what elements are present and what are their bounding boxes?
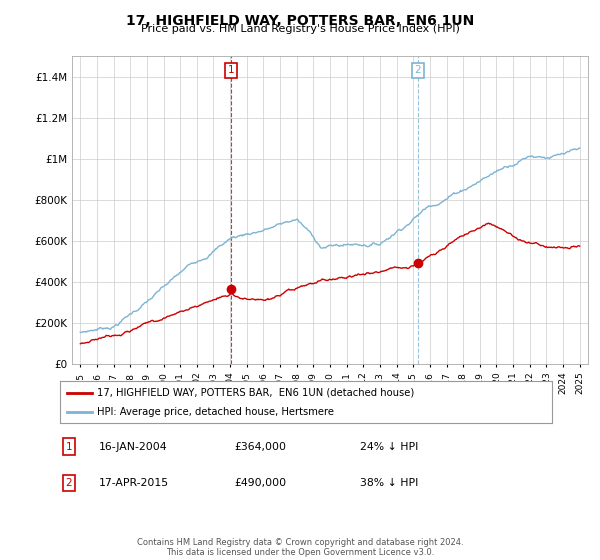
Text: 17, HIGHFIELD WAY, POTTERS BAR, EN6 1UN: 17, HIGHFIELD WAY, POTTERS BAR, EN6 1UN <box>126 14 474 28</box>
Text: 24% ↓ HPI: 24% ↓ HPI <box>360 442 418 451</box>
Text: HPI: Average price, detached house, Hertsmere: HPI: Average price, detached house, Hert… <box>97 407 334 417</box>
Text: £364,000: £364,000 <box>234 442 286 451</box>
Text: £490,000: £490,000 <box>234 478 286 488</box>
Text: 2: 2 <box>65 478 73 488</box>
Text: 16-JAN-2004: 16-JAN-2004 <box>99 442 167 451</box>
Text: 38% ↓ HPI: 38% ↓ HPI <box>360 478 418 488</box>
Text: 17-APR-2015: 17-APR-2015 <box>99 478 169 488</box>
Text: Price paid vs. HM Land Registry's House Price Index (HPI): Price paid vs. HM Land Registry's House … <box>140 24 460 34</box>
Text: 1: 1 <box>227 66 234 76</box>
Text: 2: 2 <box>415 66 421 76</box>
Text: Contains HM Land Registry data © Crown copyright and database right 2024.
This d: Contains HM Land Registry data © Crown c… <box>137 538 463 557</box>
Text: 17, HIGHFIELD WAY, POTTERS BAR,  EN6 1UN (detached house): 17, HIGHFIELD WAY, POTTERS BAR, EN6 1UN … <box>97 388 414 398</box>
Text: 1: 1 <box>65 442 73 451</box>
